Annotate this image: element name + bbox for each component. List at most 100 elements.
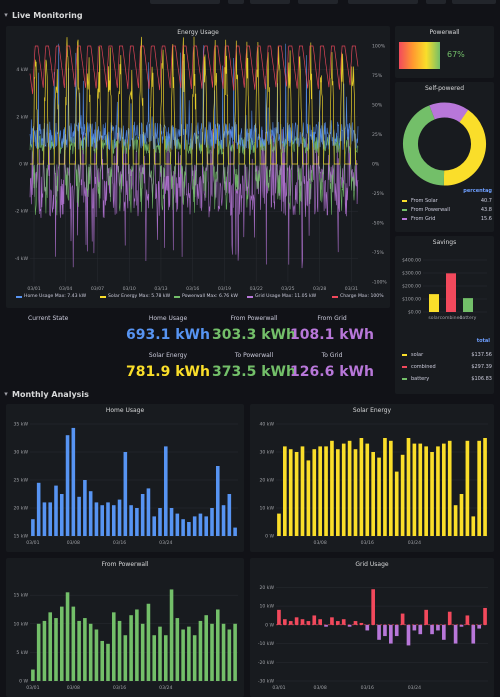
from-powerwall-title: From Powerwall xyxy=(230,315,278,322)
x-tick-label: 03/01 xyxy=(272,685,285,691)
legend-item-charge[interactable]: Charge Max: 100% xyxy=(332,294,384,299)
row-label: From Solar xyxy=(411,197,438,204)
y-tick-label: -20 kW xyxy=(258,660,275,666)
y-tick-label: 20 kW xyxy=(259,478,274,484)
bar xyxy=(459,624,464,627)
bar xyxy=(288,621,293,625)
savings-bar-combined xyxy=(446,273,456,312)
x-tick-label: 03/24 xyxy=(408,685,421,691)
bar xyxy=(36,623,41,681)
bar xyxy=(123,452,128,536)
y2-tick-label: 100% xyxy=(372,44,386,50)
bar xyxy=(442,624,446,640)
table-row: From Grid 15.6 xyxy=(399,214,494,223)
bar xyxy=(227,494,232,536)
legend-label: Powerwall Max: 6.76 kW xyxy=(182,294,238,299)
panel-title: From Powerwall xyxy=(101,561,149,568)
row-label: solar xyxy=(411,351,424,358)
bar xyxy=(215,609,220,681)
bar xyxy=(65,435,70,536)
table-row: From Powerwall 43.8 xyxy=(399,205,494,214)
y-tick-label: $100.00 xyxy=(402,297,421,303)
legend-label: Charge Max: 100% xyxy=(340,294,384,299)
legend-swatch xyxy=(332,295,338,298)
bar xyxy=(94,502,99,536)
bar xyxy=(192,516,197,536)
legend-item-solar[interactable]: Solar Energy Max: 5.78 kW xyxy=(100,294,170,299)
donut-slice-grid xyxy=(429,102,469,123)
bar xyxy=(330,617,334,625)
bar xyxy=(169,589,174,681)
legend-swatch xyxy=(174,295,180,298)
y-tick-label: 20 kW xyxy=(13,506,28,512)
y-tick-label: $200.00 xyxy=(402,284,421,290)
bar xyxy=(389,624,393,644)
bar xyxy=(31,669,35,681)
bar xyxy=(341,443,346,536)
solar-energy-monthly-panel: Solar Energy 40 kW 30 kW 20 kW 10 kW 0 W 03/0… xyxy=(250,404,494,552)
legend-label: Home Usage Max: 7.43 kW xyxy=(24,294,87,299)
y-tick-label: 20 kW xyxy=(259,585,274,591)
x-tick-label: solar xyxy=(428,315,439,321)
bar xyxy=(94,629,99,681)
legend-item-powerwall[interactable]: Powerwall Max: 6.76 kW xyxy=(174,294,238,299)
y2-tick-label: -75% xyxy=(372,250,385,256)
table-row: solar $137.56 xyxy=(399,350,494,359)
to-grid-value: 126.6 kWh xyxy=(290,364,374,380)
bar xyxy=(59,494,64,536)
x-tick-label: 03/22 xyxy=(250,286,263,292)
panel-title: Solar Energy xyxy=(352,407,392,414)
home-usage-value: 693.1 kWh xyxy=(126,327,210,343)
bar xyxy=(233,623,237,681)
legend-swatch xyxy=(402,377,407,380)
bar xyxy=(54,485,58,536)
bar xyxy=(158,508,162,536)
donut-slice-solar xyxy=(443,109,486,186)
row-value: $297.39 xyxy=(471,363,492,370)
row-label: From Powerwall xyxy=(411,206,451,213)
bar xyxy=(324,624,328,627)
bar xyxy=(436,446,440,536)
y-tick-label: 0 W xyxy=(19,162,28,168)
bar xyxy=(465,440,470,536)
bar xyxy=(54,618,58,681)
x-tick-label: 03/16 xyxy=(113,685,126,691)
x-tick-label: 03/31 xyxy=(345,286,358,292)
bar xyxy=(400,613,405,625)
row-title: Live Monitoring xyxy=(12,10,83,20)
y-tick-label: -30 kW xyxy=(258,679,275,685)
bar xyxy=(424,446,428,536)
savings-bar-battery xyxy=(463,298,473,312)
bar xyxy=(324,446,328,536)
bar xyxy=(129,505,133,536)
to-powerwall-value: 373.5 kWh xyxy=(212,364,296,380)
row-title: Monthly Analysis xyxy=(12,389,89,399)
solar-energy-monthly-chart: 40 kW 30 kW 20 kW 10 kW 0 W 03/08 03/16 03/24 xyxy=(259,422,488,546)
bar xyxy=(453,624,458,644)
bar xyxy=(483,607,487,625)
bar xyxy=(88,491,93,536)
bar xyxy=(106,643,110,681)
x-tick-label: 03/08 xyxy=(314,540,327,546)
legend-item-grid[interactable]: Grid Usage Max: 11.05 kW xyxy=(247,294,316,299)
bar xyxy=(312,449,317,536)
row-header-live-monitoring[interactable]: ▾ Live Monitoring xyxy=(0,7,83,23)
bar xyxy=(88,623,93,681)
bar xyxy=(129,615,133,681)
row-header-monthly-analysis[interactable]: ▾ Monthly Analysis xyxy=(0,386,89,402)
energy-usage-chart: 4 kW 2 kW 0 W -2 kW -4 kW 100% 75% 50% 25% 0% -25%… xyxy=(15,36,387,292)
bar xyxy=(447,611,452,625)
bar xyxy=(341,619,346,625)
x-tick-label: 03/24 xyxy=(159,540,172,546)
powerwall-panel: Powerwall 67% xyxy=(395,26,494,78)
bar xyxy=(294,452,299,536)
y-tick-label: 15 kW xyxy=(13,534,28,540)
legend-item-home[interactable]: Home Usage Max: 7.43 kW xyxy=(16,294,86,299)
y-tick-label: 30 kW xyxy=(13,450,28,456)
bar xyxy=(430,624,434,635)
bar xyxy=(181,629,185,681)
x-tick-label: 03/04 xyxy=(59,286,72,292)
savings-bar-solar xyxy=(429,294,439,312)
y-tick-label: $300.00 xyxy=(402,271,421,277)
bar xyxy=(412,443,417,536)
